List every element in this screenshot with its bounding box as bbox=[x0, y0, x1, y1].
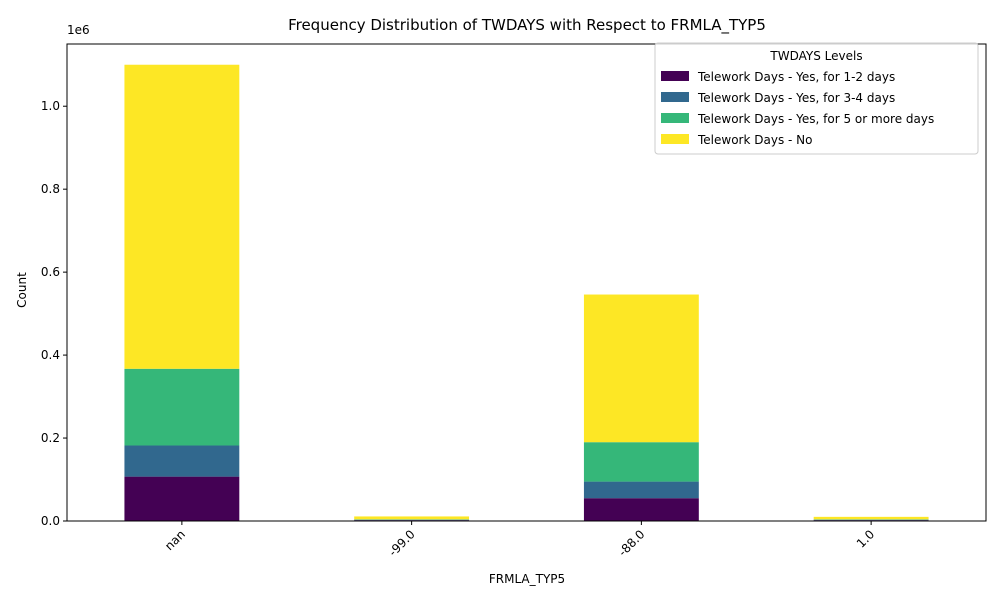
legend-swatch-telework-days-yes-for-5-or-more-days bbox=[661, 113, 689, 123]
legend-label-telework-days-yes-for-5-or-more-days: Telework Days - Yes, for 5 or more days bbox=[697, 112, 934, 126]
legend-swatch-telework-days-yes-for-3-4-days bbox=[661, 92, 689, 102]
legend-label-telework-days-yes-for-1-2-days: Telework Days - Yes, for 1-2 days bbox=[697, 70, 895, 84]
plot-frame bbox=[66, 43, 987, 522]
bar-telework-days-no-99-0 bbox=[354, 516, 470, 520]
bar-telework-days-yes-for-3-4-days-nan bbox=[124, 445, 240, 477]
bar-telework-days-yes-for-1-2-days-88-0 bbox=[583, 498, 699, 521]
y-tick-label: 0.8 bbox=[41, 182, 60, 196]
bars-layer bbox=[124, 64, 929, 521]
y-offset-label: 1e6 bbox=[67, 23, 90, 37]
bar-telework-days-yes-for-1-2-days-nan bbox=[124, 476, 240, 521]
bar-telework-days-no-1-0 bbox=[813, 516, 929, 520]
y-tick-label: 0.6 bbox=[41, 265, 60, 279]
bar-telework-days-yes-for-3-4-days-88-0 bbox=[583, 481, 699, 499]
y-tick-label: 1.0 bbox=[41, 99, 60, 113]
legend-swatch-telework-days-yes-for-1-2-days bbox=[661, 71, 689, 81]
y-axis-label: Count bbox=[15, 272, 29, 308]
legend-title: TWDAYS Levels bbox=[769, 49, 862, 63]
chart-title: Frequency Distribution of TWDAYS with Re… bbox=[288, 16, 766, 35]
x-axis-label: FRMLA_TYP5 bbox=[489, 572, 565, 586]
y-tick-label: 0.4 bbox=[41, 348, 60, 362]
legend-label-telework-days-yes-for-3-4-days: Telework Days - Yes, for 3-4 days bbox=[697, 91, 895, 105]
bar-telework-days-no-nan bbox=[124, 64, 240, 369]
bar-telework-days-yes-for-5-or-more-days-nan bbox=[124, 368, 240, 446]
legend-label-telework-days-no: Telework Days - No bbox=[697, 133, 812, 147]
legend-box bbox=[654, 42, 979, 155]
bar-telework-days-no-88-0 bbox=[583, 294, 699, 443]
legend: TWDAYS Levels Telework Days - Yes, for 1-… bbox=[654, 42, 979, 155]
y-tick-label: 0.2 bbox=[41, 431, 60, 445]
y-tick-label: 0.0 bbox=[41, 514, 60, 528]
bar-telework-days-yes-for-5-or-more-days-88-0 bbox=[583, 442, 699, 482]
legend-swatch-telework-days-no bbox=[661, 134, 689, 144]
